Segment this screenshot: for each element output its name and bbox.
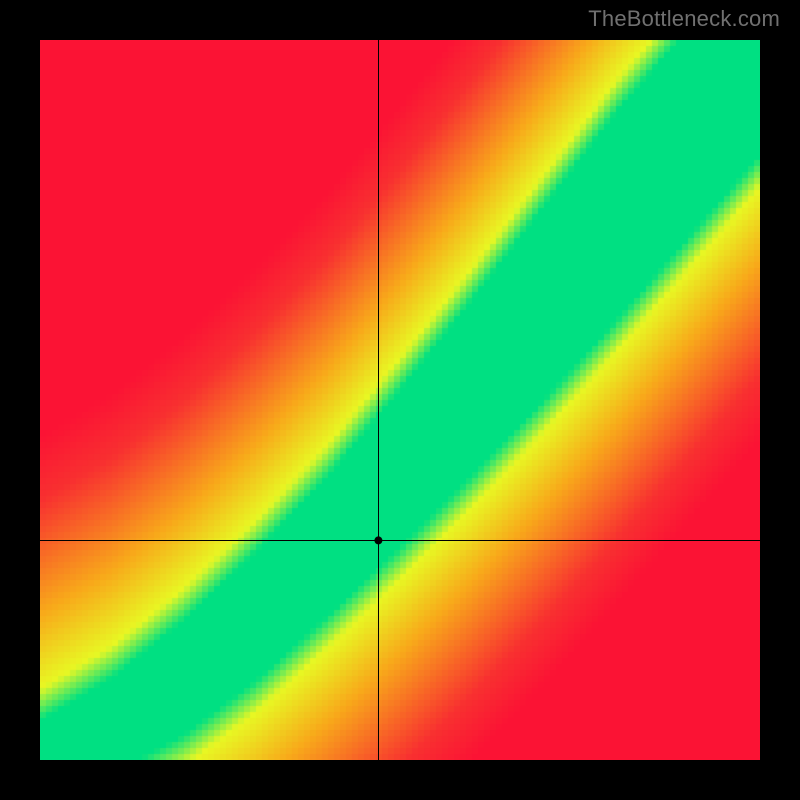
chart-container: { "watermark": { "text": "TheBottleneck.… bbox=[0, 0, 800, 800]
bottleneck-heatmap bbox=[40, 40, 760, 760]
watermark-text: TheBottleneck.com bbox=[588, 6, 780, 32]
